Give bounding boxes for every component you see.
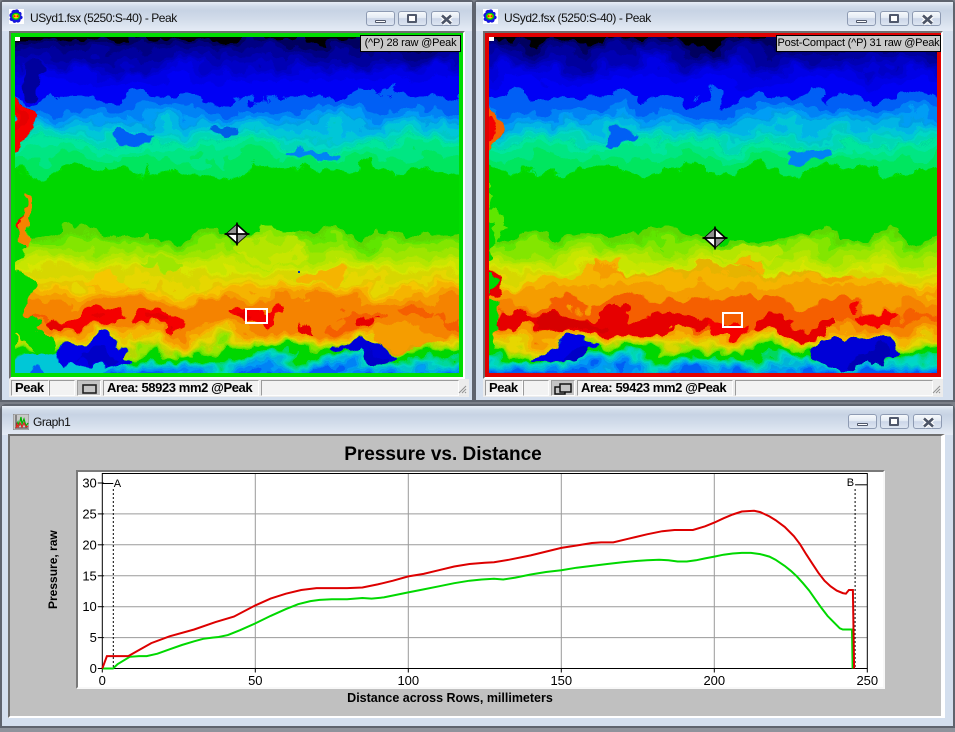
- svg-text:100: 100: [397, 673, 419, 687]
- svg-text:10: 10: [82, 599, 96, 614]
- svg-text:20: 20: [82, 537, 96, 552]
- svg-text:5: 5: [90, 630, 97, 645]
- svg-text:15: 15: [82, 568, 96, 583]
- svg-text:A: A: [114, 478, 122, 490]
- svg-text:B: B: [847, 477, 854, 489]
- svg-text:0: 0: [90, 661, 97, 676]
- svg-text:30: 30: [82, 476, 96, 491]
- svg-text:0: 0: [99, 673, 106, 687]
- svg-text:150: 150: [550, 673, 572, 687]
- svg-text:200: 200: [703, 673, 725, 687]
- svg-text:250: 250: [856, 673, 878, 687]
- svg-text:25: 25: [82, 506, 96, 521]
- svg-text:50: 50: [248, 673, 262, 687]
